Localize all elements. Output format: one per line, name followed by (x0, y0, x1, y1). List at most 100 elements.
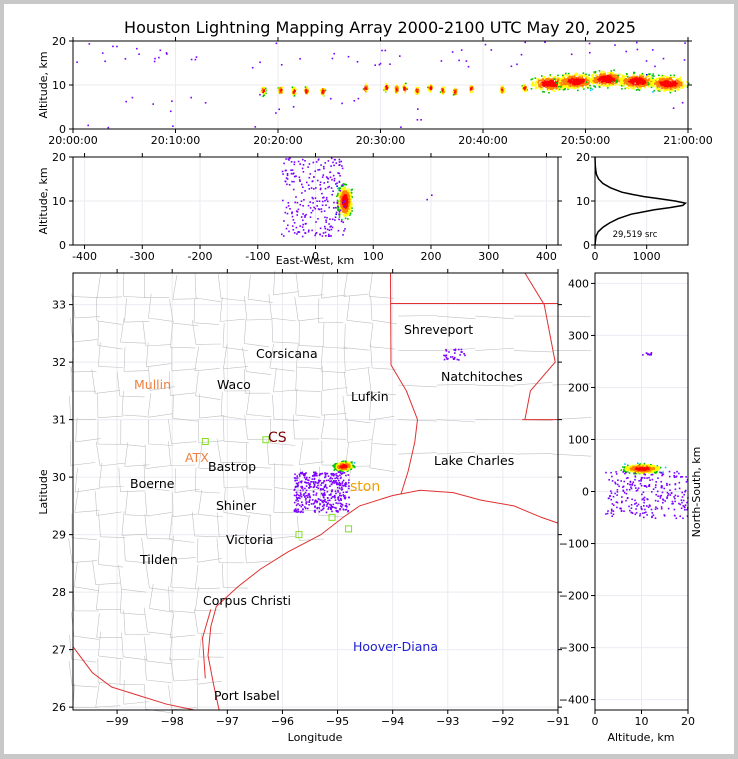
time-source-point (538, 81, 540, 83)
time-source-point (573, 79, 575, 81)
time-source-point (566, 83, 568, 85)
time-source-point (646, 60, 648, 62)
ew-source-point (302, 213, 304, 215)
time-source-point (385, 50, 387, 52)
time-source-point (586, 81, 588, 83)
ew-source-point (302, 205, 304, 207)
time-source-point (550, 88, 552, 90)
time-source-point (618, 75, 620, 77)
time-source-point (524, 91, 526, 93)
time-source-point (389, 63, 391, 65)
time-source-point (358, 98, 360, 100)
time-source-point (599, 72, 601, 74)
time-source-point (625, 81, 627, 83)
time-source-point (685, 85, 687, 87)
time-source-point (76, 61, 78, 63)
time-source-point (664, 90, 666, 92)
time-source-point (624, 79, 626, 81)
time-source-point (626, 87, 628, 89)
ew-source-point (283, 220, 285, 222)
ew-source-point (330, 235, 332, 237)
time-source-point (648, 73, 650, 75)
time-source-point (598, 84, 600, 86)
ew-source-point (325, 232, 327, 234)
ew-source-point (337, 200, 339, 202)
ew-source-point (304, 190, 306, 192)
ew-source-point (292, 169, 294, 171)
ew-source-point (288, 202, 290, 204)
time-source-point (630, 81, 632, 83)
time-source-point (263, 90, 265, 92)
time-source-point (265, 89, 267, 91)
time-source-point (572, 81, 574, 83)
time-source-point (684, 42, 686, 44)
time-panel-xtick-label: 20:00:00 (48, 134, 97, 147)
time-source-point (601, 75, 603, 77)
time-source-point (533, 84, 535, 86)
ew-source-point (303, 171, 305, 173)
time-source-point (521, 54, 523, 56)
time-source-point (563, 86, 565, 88)
ew-source-point (306, 182, 308, 184)
time-source-point (453, 94, 455, 96)
time-source-point (603, 82, 605, 84)
ew-source-point (342, 234, 344, 236)
ew-source-point (299, 179, 301, 181)
time-source-point (571, 84, 573, 86)
ew-source-point (341, 221, 343, 223)
time-source-point (655, 84, 657, 86)
ew-source-point (298, 209, 300, 211)
time-panel-xtick-label: 20:30:00 (356, 134, 405, 147)
time-source-point (535, 83, 537, 85)
time-source-point (677, 80, 679, 82)
ew-source-point (351, 207, 353, 209)
ew-source-point (305, 223, 307, 225)
time-source-point (571, 81, 573, 83)
ew-source-point (339, 211, 341, 213)
ew-source-point (333, 165, 335, 167)
ew-source-point (302, 226, 304, 228)
ew-source-point (327, 181, 329, 183)
ew-source-point (346, 207, 348, 209)
time-source-point (642, 81, 644, 83)
ew-source-point (312, 202, 314, 204)
ew-source-point (295, 196, 297, 198)
time-source-point (580, 75, 582, 77)
time-source-point (588, 82, 590, 84)
time-source-point (365, 84, 367, 86)
ew-source-point (426, 199, 428, 201)
ew-source-point (301, 192, 303, 194)
time-source-point (569, 82, 571, 84)
time-source-point (651, 82, 653, 84)
time-source-point (536, 81, 538, 83)
time-source-point (550, 74, 552, 76)
ew-source-point (345, 210, 347, 212)
time-source-point (560, 86, 562, 88)
time-source-point (679, 86, 681, 88)
time-source-point (622, 81, 624, 83)
time-source-point (634, 86, 636, 88)
ew-source-point (310, 216, 312, 218)
time-source-point (552, 78, 554, 80)
time-source-point (571, 76, 573, 78)
ew-source-point (345, 184, 347, 186)
time-source-point (639, 89, 641, 91)
time-source-point (571, 78, 573, 80)
time-source-point (542, 88, 544, 90)
ew-source-point (333, 207, 335, 209)
ew-source-point (348, 204, 350, 206)
time-source-point (138, 53, 140, 55)
time-source-point (653, 73, 655, 75)
time-source-point (396, 87, 398, 89)
time-source-point (626, 74, 628, 76)
time-source-point (429, 90, 431, 92)
ew-source-point (302, 186, 304, 188)
histogram-xtick-label: 0 (592, 250, 599, 263)
time-source-point (609, 77, 611, 79)
time-source-point (503, 89, 505, 91)
ew-source-point (304, 160, 306, 162)
ew-source-point (343, 197, 345, 199)
ew-source-point (343, 206, 345, 208)
time-source-point (606, 81, 608, 83)
